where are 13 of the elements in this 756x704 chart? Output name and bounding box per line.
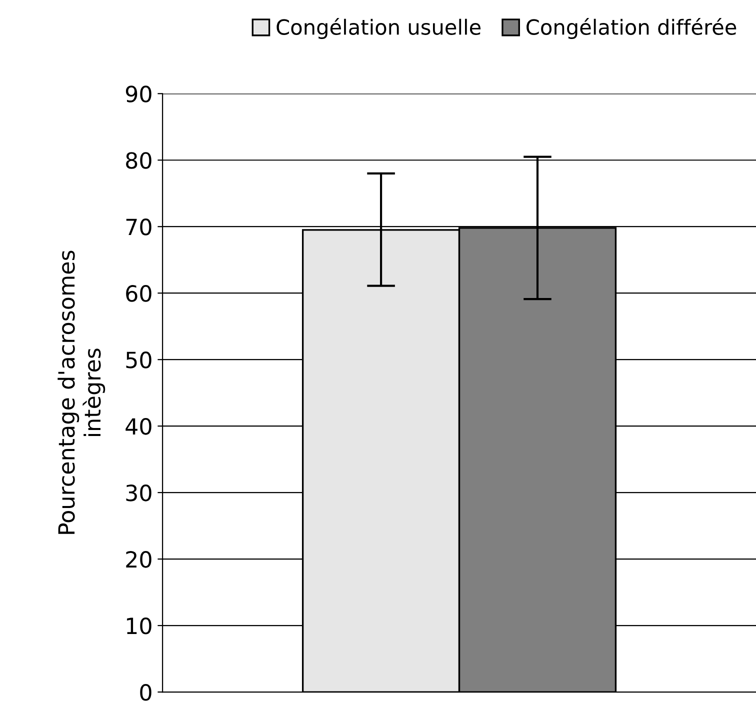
y-tick-label: 90: [126, 86, 152, 102]
y-tick-label: 70: [126, 218, 152, 236]
y-axis-title: Pourcentage d'acrosomes intègres: [58, 250, 106, 534]
legend-label: Congélation usuelle: [276, 18, 481, 39]
y-tick-label: 80: [126, 152, 152, 169]
y-tick-label: 10: [126, 617, 152, 634]
y-tick-label: 40: [126, 418, 152, 435]
y-tick-label: 20: [126, 551, 152, 568]
y-tick-label: 30: [126, 484, 152, 502]
y-tick-label: 60: [126, 285, 152, 302]
y-tick-label: 0: [140, 684, 152, 701]
legend-label: Congélation différée: [526, 18, 736, 39]
y-tick-label: 50: [126, 352, 152, 368]
